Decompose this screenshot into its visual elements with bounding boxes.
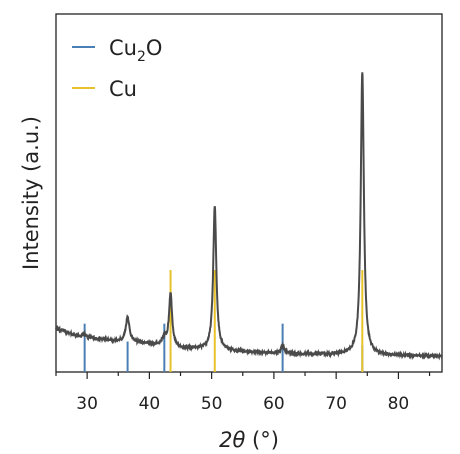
reference-lines	[83, 269, 364, 372]
legend-label: Cu	[109, 77, 137, 101]
legend: Cu2O Cu	[72, 36, 162, 101]
x-tick-label: 40	[139, 394, 161, 414]
xrd-pattern-line	[55, 72, 443, 361]
x-tick-label: 30	[76, 394, 98, 414]
y-axis-label: Intensity (a.u.)	[19, 116, 43, 270]
x-tick-label: 80	[388, 394, 410, 414]
x-axis-ticks: 30 40 50 60 70 80	[55, 372, 431, 414]
x-tick-label: 60	[263, 394, 285, 414]
x-axis-label: 2θ (°)	[219, 428, 279, 452]
plot-area-frame	[55, 13, 443, 373]
x-tick-label: 50	[201, 394, 223, 414]
x-tick-label: 70	[325, 394, 347, 414]
legend-label: Cu2O	[109, 36, 162, 65]
